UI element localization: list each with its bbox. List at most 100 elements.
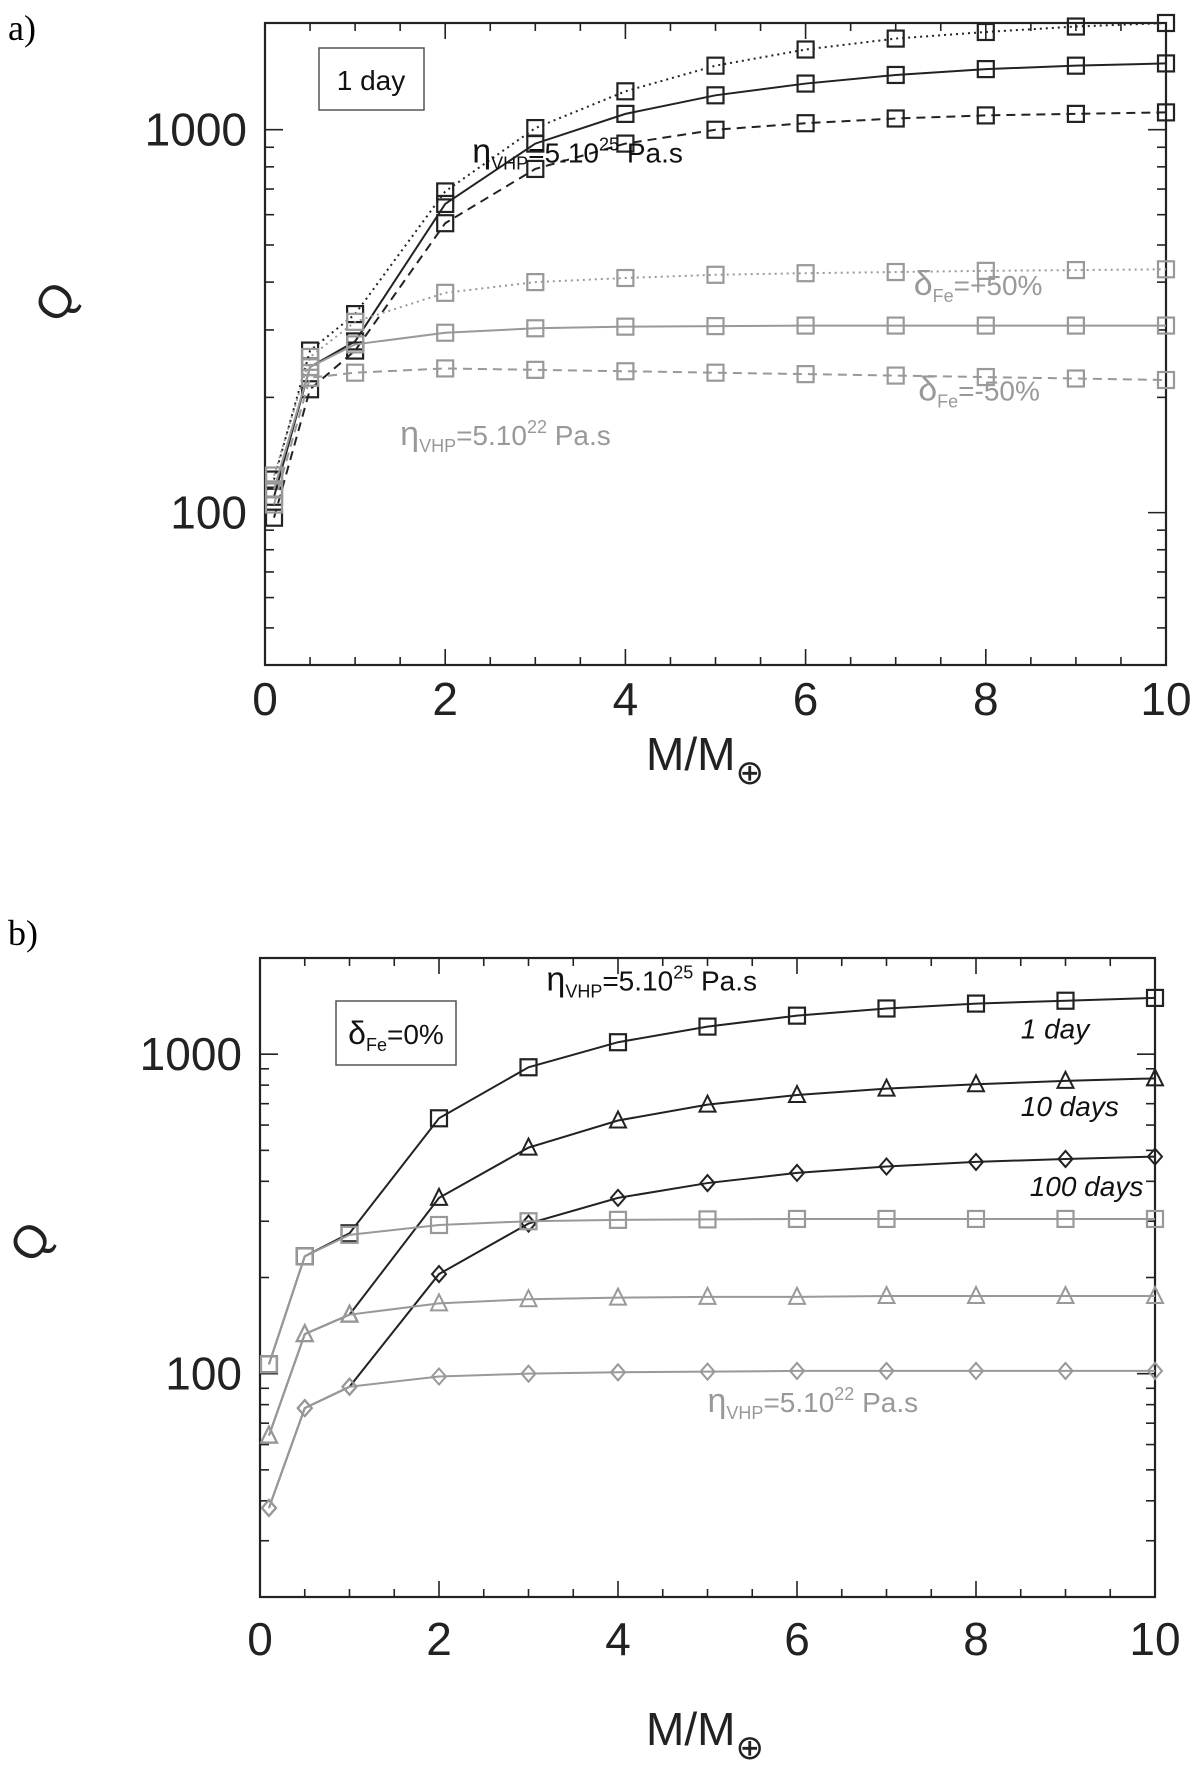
annotation: 1 day	[1021, 1013, 1091, 1044]
data-point	[706, 265, 725, 284]
data-point	[259, 1355, 279, 1374]
data-point	[1156, 260, 1176, 279]
data-point	[1156, 13, 1176, 33]
data-point	[796, 40, 815, 59]
data-point	[616, 82, 635, 101]
annotation: ηVHP=5.1022 Pa.s	[400, 415, 611, 456]
data-point	[300, 347, 320, 367]
annotation-text: =5.10	[456, 420, 527, 451]
data-point	[341, 1377, 358, 1397]
data-point	[966, 994, 986, 1013]
data-point	[436, 323, 455, 342]
data-point	[526, 273, 545, 292]
data-point	[787, 1083, 807, 1104]
data-point	[616, 104, 635, 123]
data-point	[886, 65, 905, 85]
data-point	[608, 1210, 628, 1229]
data-point	[609, 1188, 627, 1208]
data-point	[1057, 1149, 1074, 1169]
data-point	[886, 366, 905, 385]
annotation-text: =5.10	[602, 966, 673, 997]
data-point	[878, 1157, 895, 1177]
annotation: δFe=-50%	[918, 371, 1040, 412]
data-point	[436, 359, 455, 378]
legend-box-label: 1 day	[337, 65, 406, 96]
data-point	[526, 134, 545, 153]
data-point	[295, 1247, 314, 1266]
data-point	[698, 1210, 717, 1229]
x-tick-label: 6	[793, 673, 819, 725]
legend-box	[318, 47, 425, 111]
x-tick-label: 10	[1140, 673, 1191, 725]
data-point	[706, 363, 725, 382]
x-tick-label: 4	[613, 673, 639, 725]
data-point	[608, 1109, 628, 1129]
data-point	[608, 1286, 628, 1306]
data-point	[886, 109, 905, 128]
data-point	[878, 1361, 895, 1381]
data-point	[976, 316, 995, 335]
data-point	[976, 106, 995, 125]
annotation-subscript: VHP	[491, 154, 528, 174]
data-point	[430, 1264, 448, 1284]
legend-subscript: Fe	[366, 1035, 387, 1055]
data-point	[976, 367, 995, 387]
annotation-symbol: δ	[918, 371, 937, 409]
annotation-symbol: δ	[914, 265, 933, 303]
x-tick-label: 0	[252, 673, 278, 725]
x-tick-label: 8	[973, 673, 999, 725]
data-point	[609, 1362, 627, 1382]
data-point	[787, 1006, 807, 1025]
data-point	[706, 56, 725, 75]
data-point	[518, 1136, 539, 1156]
data-point	[1055, 1284, 1076, 1305]
data-point	[616, 268, 635, 288]
y-tick-label: 1000	[145, 104, 247, 156]
data-point	[346, 363, 365, 382]
x-tick-label: 2	[426, 1613, 452, 1665]
data-point	[429, 1292, 449, 1312]
data-point	[1066, 56, 1086, 75]
x-tick-label: 8	[963, 1613, 989, 1665]
annotation-subscript: VHP	[419, 436, 456, 456]
data-point	[264, 508, 284, 527]
annotation: ηVHP=5.1022 Pa.s	[708, 1382, 919, 1423]
data-point	[796, 264, 815, 283]
data-point	[877, 1209, 896, 1229]
data-point	[1055, 1069, 1076, 1089]
data-point	[788, 1163, 806, 1183]
annotation-text: =+50%	[954, 270, 1043, 301]
annotation-text: Pa.s	[619, 138, 683, 169]
annotation-superscript: 22	[527, 417, 547, 437]
y-tick-label: 1000	[140, 1028, 242, 1080]
data-point	[1066, 104, 1086, 123]
annotation-superscript: 25	[599, 135, 619, 155]
data-point	[296, 1398, 314, 1418]
data-point	[1066, 369, 1086, 388]
data-point	[1156, 316, 1176, 335]
data-point	[436, 214, 455, 233]
legend-text: =0%	[387, 1019, 444, 1050]
x-tick-label: 10	[1129, 1613, 1180, 1665]
data-point	[526, 360, 545, 379]
y-tick-label: 100	[165, 1348, 242, 1400]
data-point	[706, 317, 725, 336]
annotation: δFe=+50%	[914, 265, 1043, 306]
data-point	[796, 74, 815, 93]
data-point	[1145, 1284, 1165, 1305]
data-point	[436, 194, 455, 214]
data-point	[436, 182, 455, 201]
data-point	[699, 1173, 716, 1193]
panel-letter: a)	[8, 8, 36, 48]
data-point	[429, 1215, 449, 1235]
data-point	[877, 999, 896, 1018]
data-point	[260, 1498, 278, 1518]
x-tick-label: 0	[247, 1613, 273, 1665]
annotation-text: =5.10	[763, 1387, 834, 1418]
data-point	[518, 1288, 539, 1308]
data-point	[608, 1033, 628, 1052]
data-point	[526, 159, 545, 179]
